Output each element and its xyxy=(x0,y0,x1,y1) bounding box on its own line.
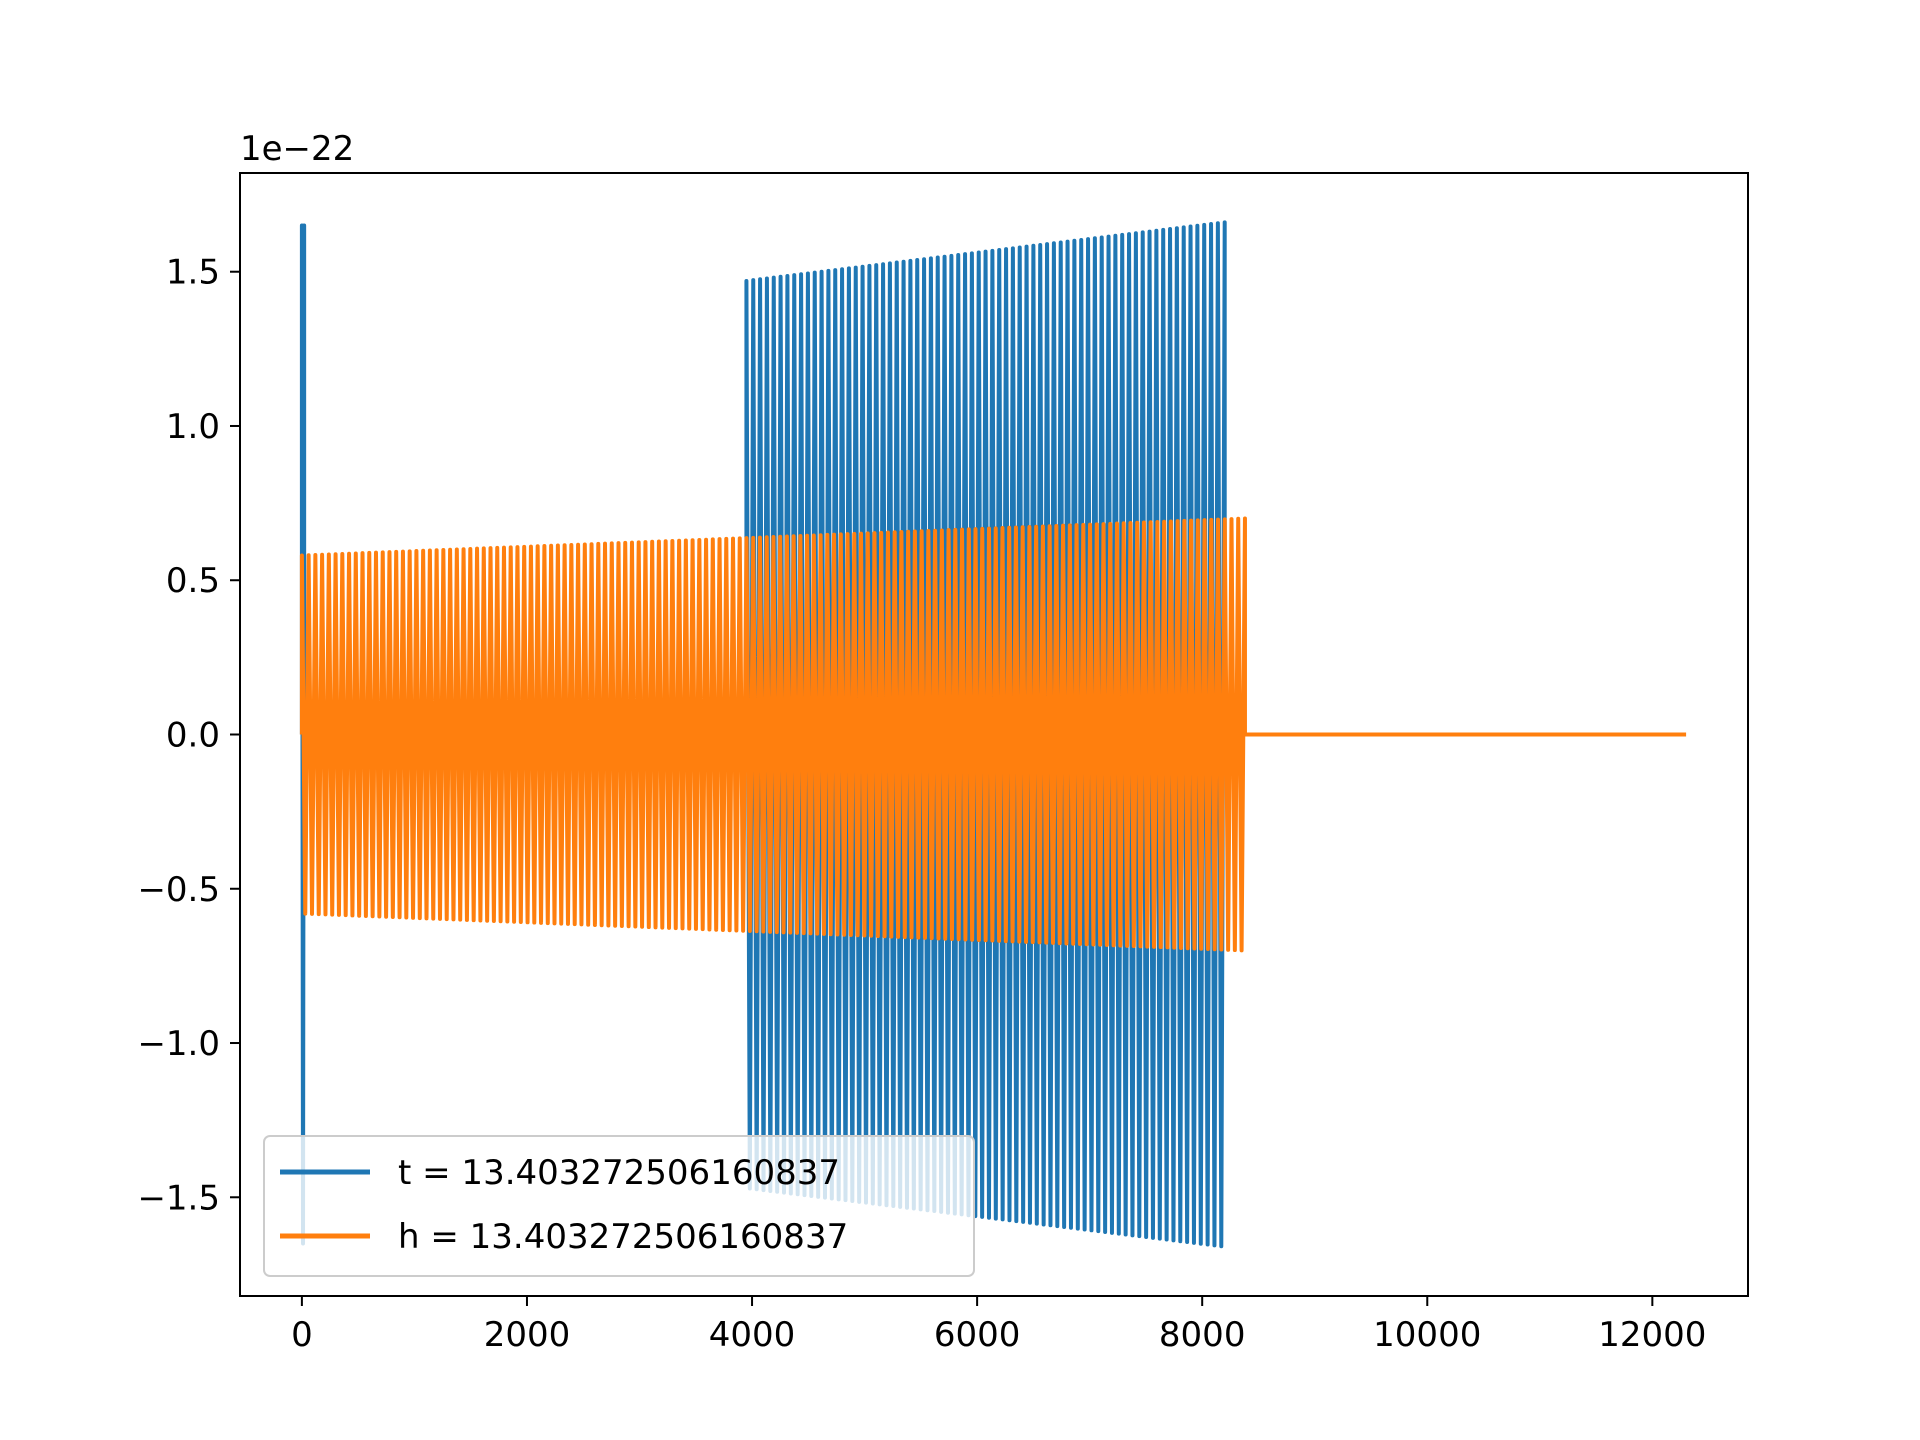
x-tick-label: 2000 xyxy=(484,1315,571,1355)
y-tick-label: −1.5 xyxy=(137,1178,220,1218)
y-tick-label: −1.0 xyxy=(137,1024,220,1064)
y-tick-label: −0.5 xyxy=(137,870,220,910)
y-axis: −1.5 −1.0 −0.5 0.0 0.5 1.0 1.5 xyxy=(137,253,240,1218)
legend-frame xyxy=(263,1135,975,1277)
x-tick-label: 0 xyxy=(291,1315,313,1355)
y-tick-label: 0.5 xyxy=(166,561,220,601)
legend-label-t: t = 13.403272506160837 xyxy=(398,1153,840,1193)
y-tick-label: 1.0 xyxy=(166,407,220,447)
y-offset-label: 1e−22 xyxy=(240,129,354,169)
y-tick-label: 0.0 xyxy=(166,716,220,756)
x-tick-label: 10000 xyxy=(1373,1315,1481,1355)
legend-label-h: h = 13.403272506160837 xyxy=(398,1217,848,1257)
series-line-h xyxy=(299,516,1687,953)
legend: t = 13.403272506160837 h = 13.4032725061… xyxy=(263,1135,975,1277)
y-tick-label: 1.5 xyxy=(166,253,220,293)
x-tick-label: 4000 xyxy=(709,1315,796,1355)
x-tick-label: 12000 xyxy=(1598,1315,1706,1355)
series-layer xyxy=(299,220,1687,1249)
x-tick-label: 8000 xyxy=(1159,1315,1246,1355)
x-axis: 0 2000 4000 6000 8000 10000 12000 xyxy=(291,1296,1706,1355)
x-tick-label: 6000 xyxy=(934,1315,1021,1355)
